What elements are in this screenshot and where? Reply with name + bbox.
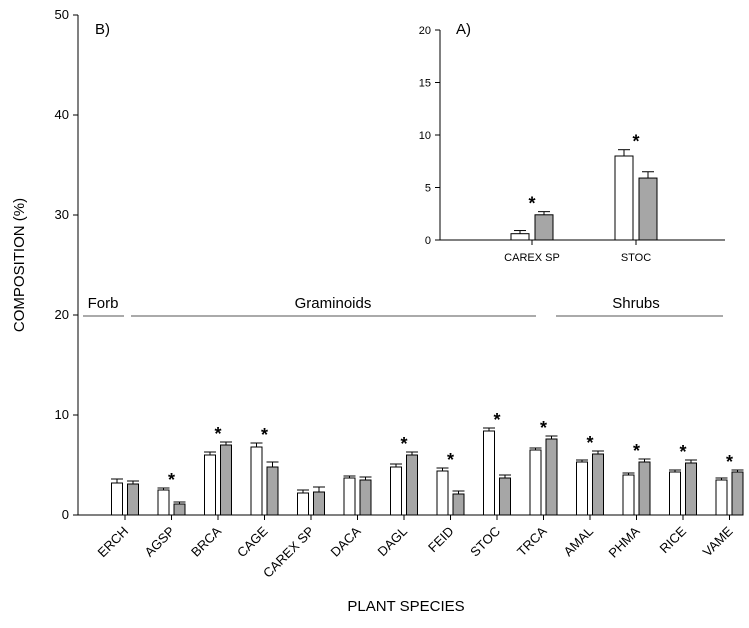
x-tick-label: DAGL xyxy=(374,524,410,560)
x-tick-label: VAME xyxy=(700,523,736,559)
x-tick-label: AMAL xyxy=(560,524,596,560)
bar xyxy=(529,449,542,516)
bar xyxy=(731,471,744,516)
x-tick-label: AGSP xyxy=(141,524,177,560)
x-tick-label: STOC xyxy=(621,252,651,264)
bar xyxy=(592,453,604,516)
bar xyxy=(390,466,402,516)
y-tick-label: 10 xyxy=(419,130,431,142)
significance-marker: * xyxy=(168,470,175,490)
bar xyxy=(313,491,325,516)
x-tick-label: PHMA xyxy=(605,523,642,560)
bar xyxy=(250,446,263,516)
x-tick-label: FEID xyxy=(425,524,457,556)
bar xyxy=(715,479,728,516)
main-panel-label: B) xyxy=(95,21,110,38)
bar xyxy=(452,493,465,516)
y-tick-label: 10 xyxy=(55,407,69,422)
bar xyxy=(220,444,232,516)
y-tick-label: 30 xyxy=(55,207,69,222)
y-tick-label: 50 xyxy=(55,7,69,22)
significance-marker: * xyxy=(400,434,407,454)
inset-panel: 0 5 10 15 20 CAREX SP STOC * * A) xyxy=(419,21,725,264)
bar xyxy=(173,503,186,516)
group-label: Graminoids xyxy=(295,295,372,312)
significance-marker: * xyxy=(633,441,640,461)
bar xyxy=(359,479,372,516)
significance-marker: * xyxy=(261,425,268,445)
x-tick-label: CAREX SP xyxy=(260,524,317,581)
significance-marker: * xyxy=(540,418,547,438)
bar xyxy=(127,483,139,516)
significance-marker: * xyxy=(214,424,221,444)
bar xyxy=(111,482,123,516)
y-tick-label: 0 xyxy=(425,235,431,247)
y-tick-label: 20 xyxy=(55,307,69,322)
bar xyxy=(534,214,554,241)
bar xyxy=(157,489,170,516)
bar xyxy=(483,430,495,516)
bar xyxy=(545,438,558,516)
bar xyxy=(266,466,279,516)
significance-marker: * xyxy=(632,132,639,152)
significance-marker: * xyxy=(679,442,686,462)
x-tick-label: TRCA xyxy=(514,523,550,559)
significance-marker: * xyxy=(726,452,733,472)
bar xyxy=(576,461,588,516)
x-tick-label: CAGE xyxy=(234,523,271,560)
y-tick-label: 15 xyxy=(419,78,431,90)
inset-panel-label: A) xyxy=(456,21,471,38)
x-tick-label: STOC xyxy=(467,524,503,560)
bar xyxy=(406,454,418,516)
bar xyxy=(499,477,511,516)
bar xyxy=(614,155,634,241)
x-tick-label: ERCH xyxy=(94,524,131,561)
y-tick-label: 20 xyxy=(419,25,431,37)
y-tick-label: 5 xyxy=(425,183,431,195)
bar xyxy=(436,470,449,516)
group-label: Forb xyxy=(88,295,119,312)
bar xyxy=(638,461,651,516)
x-tick-label: DACA xyxy=(327,523,363,559)
bar xyxy=(510,233,530,241)
significance-marker: * xyxy=(493,410,500,430)
bar xyxy=(343,477,356,516)
bar xyxy=(204,454,216,516)
significance-marker: * xyxy=(528,194,535,214)
group-label: Shrubs xyxy=(612,295,660,312)
y-axis-label: COMPOSITION (%) xyxy=(11,198,28,332)
x-axis-label: PLANT SPECIES xyxy=(347,598,464,615)
y-tick-label: 40 xyxy=(55,107,69,122)
bar xyxy=(297,492,309,516)
x-tick-label: BRCA xyxy=(188,523,224,559)
y-tick-label: 0 xyxy=(62,507,69,522)
significance-marker: * xyxy=(586,433,593,453)
bar xyxy=(669,471,681,516)
bar xyxy=(622,474,635,516)
x-tick-label: RICE xyxy=(657,523,690,556)
bar xyxy=(638,177,658,241)
significance-marker: * xyxy=(447,450,454,470)
x-tick-label: CAREX SP xyxy=(504,252,560,264)
bar xyxy=(685,462,697,516)
